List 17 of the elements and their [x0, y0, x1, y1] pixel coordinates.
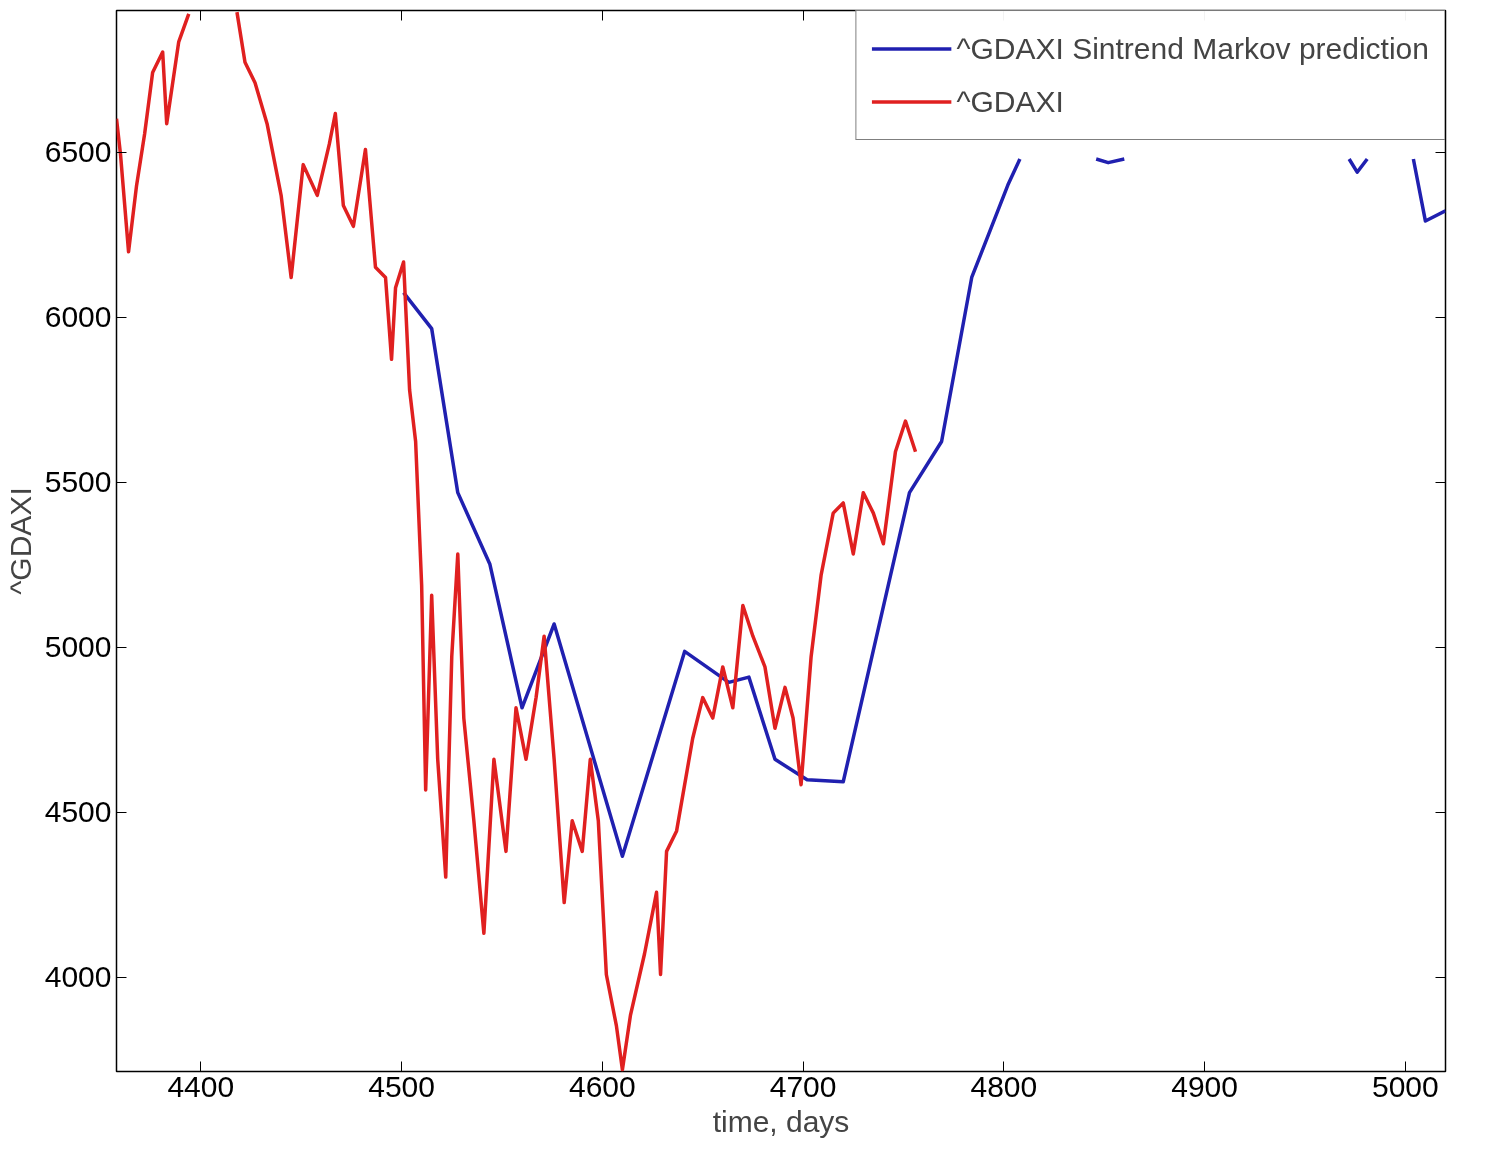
x-tick-label: 4500: [368, 1069, 435, 1103]
x-axis-title: time, days: [712, 1104, 850, 1138]
x-tick-label: 4600: [568, 1069, 636, 1103]
y-tick-label: 6000: [44, 300, 112, 334]
x-tick-label: 4900: [1171, 1069, 1238, 1103]
y-tick-label: 6500: [44, 135, 112, 169]
x-tick-label: 4700: [769, 1069, 837, 1103]
x-tick-label: 5000: [1371, 1069, 1439, 1103]
y-tick-label: 4500: [44, 795, 112, 829]
y-tick-label: 5500: [44, 465, 112, 499]
y-tick-label: 5000: [44, 630, 112, 664]
x-tick-label: 4800: [970, 1069, 1038, 1103]
y-axis-title: ^GDAXI: [3, 487, 37, 595]
legend-label: ^GDAXI Sintrend Markov prediction: [956, 30, 1429, 67]
legend-label: ^GDAXI: [956, 83, 1064, 120]
x-tick-label: 4400: [167, 1069, 235, 1103]
y-tick-label: 4000: [44, 960, 112, 994]
